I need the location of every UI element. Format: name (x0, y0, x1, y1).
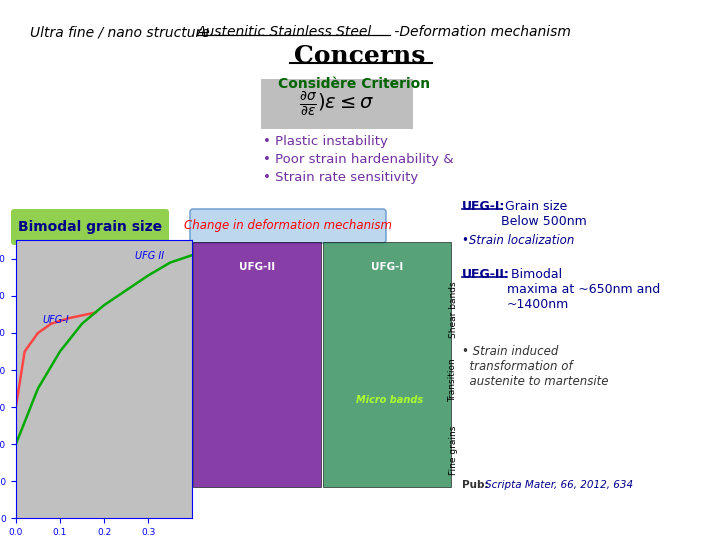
Text: Shear bands: Shear bands (449, 282, 457, 339)
Text: Bimodal
maxima at ~650nm and
~1400nm: Bimodal maxima at ~650nm and ~1400nm (507, 268, 660, 311)
Text: Grain size
Below 500nm: Grain size Below 500nm (501, 200, 587, 228)
Text: $\frac{\partial\sigma}{\partial\varepsilon})\varepsilon \leq \sigma$: $\frac{\partial\sigma}{\partial\varepsil… (300, 90, 374, 118)
Text: UFG-I: UFG-I (371, 262, 403, 272)
Text: UFG-II: UFG-II (239, 262, 275, 272)
Text: UFG-II:: UFG-II: (462, 268, 510, 281)
Text: Micro bands: Micro bands (356, 395, 423, 405)
Text: -Deformation mechanism: -Deformation mechanism (390, 25, 571, 39)
Text: UFG-I: UFG-I (42, 315, 69, 325)
FancyBboxPatch shape (261, 79, 413, 129)
Text: Pub:: Pub: (462, 480, 489, 490)
Text: Ultra fine / nano structure: Ultra fine / nano structure (30, 25, 214, 39)
Text: Change in deformation mechanism: Change in deformation mechanism (184, 219, 392, 233)
Text: • Plastic instability: • Plastic instability (263, 135, 388, 148)
FancyBboxPatch shape (193, 242, 321, 487)
Text: Scripta Mater, 66, 2012, 634: Scripta Mater, 66, 2012, 634 (485, 480, 633, 490)
Text: Bimodal grain size: Bimodal grain size (18, 220, 162, 234)
Text: Concerns: Concerns (294, 44, 426, 68)
Text: •Strain localization: •Strain localization (462, 234, 575, 247)
FancyBboxPatch shape (11, 209, 169, 245)
Text: • Strain induced
  transformation of
  austenite to martensite: • Strain induced transformation of auste… (462, 345, 608, 388)
Text: UFG II: UFG II (135, 251, 164, 261)
Text: UFG-I:: UFG-I: (462, 200, 505, 213)
Text: Fine grains: Fine grains (449, 426, 457, 475)
FancyBboxPatch shape (323, 242, 451, 487)
Text: Austenitic Stainless Steel: Austenitic Stainless Steel (197, 25, 372, 39)
Text: Considère Criterion: Considère Criterion (278, 77, 430, 91)
FancyBboxPatch shape (190, 209, 386, 243)
Text: • Strain rate sensitivity: • Strain rate sensitivity (263, 171, 418, 184)
Text: • Poor strain hardenability &: • Poor strain hardenability & (263, 153, 454, 166)
Text: Transition: Transition (449, 358, 457, 402)
